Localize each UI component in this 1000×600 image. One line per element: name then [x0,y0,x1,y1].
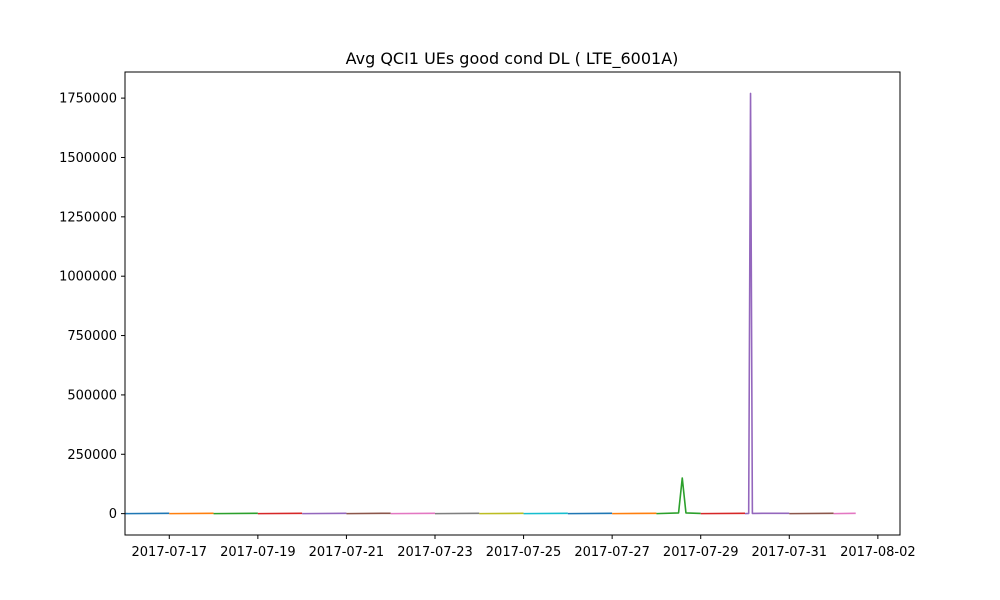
y-tick-label: 1000000 [59,270,117,285]
series-line-15 [744,92,790,515]
x-tick-label: 2017-07-23 [397,545,473,560]
x-tick-label: 2017-07-29 [663,545,739,560]
y-tick-label: 0 [109,507,117,522]
chart-title: Avg QCI1 UEs good cond DL ( LTE_6001A) [346,49,679,69]
x-tick-label: 2017-07-19 [220,545,296,560]
y-tick-label: 250000 [67,448,117,463]
x-tick-label: 2017-07-21 [309,545,385,560]
x-tick-label: 2017-07-25 [486,545,562,560]
x-tick-label: 2017-07-27 [574,545,650,560]
y-tick-label: 1750000 [59,92,117,107]
y-axis: 0 250000 500000 750000 1000000 1250000 1500000… [59,92,125,522]
x-tick-label: 2017-07-17 [132,545,208,560]
series-layer [124,92,856,515]
plot-area-frame [124,71,901,536]
y-tick-label: 500000 [67,388,117,403]
x-tick-label: 2017-08-02 [840,545,916,560]
y-tick-label: 750000 [67,329,117,344]
x-axis: 2017-07-17 2017-07-19 2017-07-21 2017-07-23… [132,535,916,560]
y-tick-label: 1250000 [59,210,117,225]
y-tick-label: 1500000 [59,151,117,166]
x-tick-label: 2017-07-31 [752,545,828,560]
series-line-13 [656,477,701,515]
